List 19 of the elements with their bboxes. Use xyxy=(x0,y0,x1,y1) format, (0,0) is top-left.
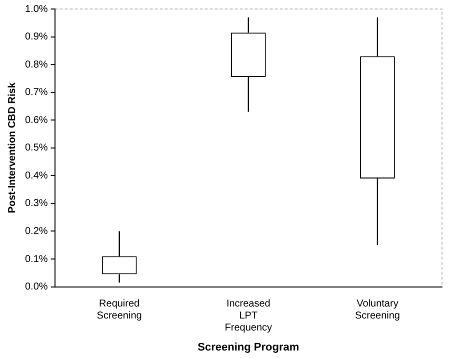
y-tick-label: 0.9% xyxy=(24,32,48,43)
x-tick-label: Voluntary Screening xyxy=(354,298,400,322)
y-tick-label: 0.5% xyxy=(24,142,48,154)
y-tick-label: 0.2% xyxy=(24,226,48,237)
y-tick-label: 1.0% xyxy=(24,4,48,15)
candlestick xyxy=(102,230,137,284)
y-tick-label: 0.4% xyxy=(24,170,48,182)
y-tick-label: 0.6% xyxy=(24,114,48,126)
x-tick-label: Required Screening xyxy=(96,298,142,322)
candlestick xyxy=(230,16,266,112)
y-tick-label: 0.1% xyxy=(24,254,48,265)
y-axis-title: Post-Intervention CBD Risk xyxy=(6,82,18,214)
x-tick-label: Increased LPT Frequency xyxy=(224,298,272,334)
y-tick-label: 0.3% xyxy=(24,198,48,210)
x-axis-title: Screening Program xyxy=(198,341,300,354)
y-tick-label: 0.0% xyxy=(24,282,48,293)
candlestick xyxy=(360,16,395,246)
y-tick-label: 0.7% xyxy=(24,87,48,98)
y-tick-label: 0.8% xyxy=(24,59,48,70)
